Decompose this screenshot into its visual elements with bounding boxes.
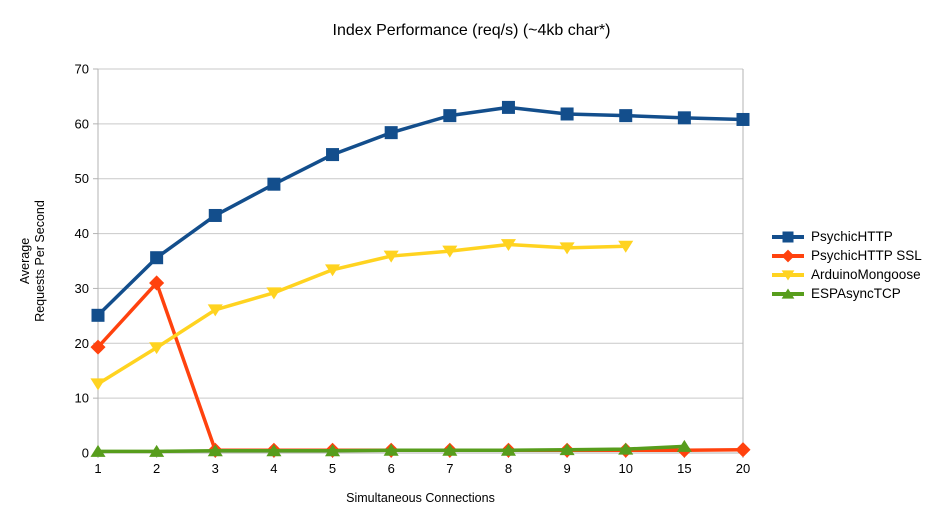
legend-key-espasynctcp bbox=[772, 288, 804, 299]
legend-label-psychichttp-ssl: PsychicHTTP SSL bbox=[811, 248, 922, 263]
series-marker-psychichttp bbox=[619, 109, 633, 123]
series-marker-arduinomongoose bbox=[207, 304, 223, 317]
series-marker-arduinomongoose bbox=[500, 239, 516, 252]
series-marker-arduinomongoose bbox=[383, 250, 399, 263]
series-marker-psychichttp bbox=[326, 148, 340, 162]
series-marker-psychichttp bbox=[560, 107, 574, 121]
legend-marker-espasynctcp bbox=[781, 288, 795, 299]
series-marker-arduinomongoose bbox=[442, 245, 458, 258]
x-tick-label-7: 7 bbox=[446, 461, 453, 476]
series-marker-arduinomongoose bbox=[618, 240, 634, 253]
legend: PsychicHTTP PsychicHTTP SSL ArduinoMongoos… bbox=[771, 227, 922, 303]
series-marker-psychichttp bbox=[501, 100, 515, 114]
x-tick-label-20: 20 bbox=[736, 461, 750, 476]
x-tick-label-9: 9 bbox=[563, 461, 570, 476]
legend-label-psychichttp: PsychicHTTP bbox=[811, 229, 893, 244]
series-marker-psychichttp bbox=[91, 308, 105, 322]
x-tick-label-15: 15 bbox=[677, 461, 691, 476]
series-marker-psychichttp bbox=[443, 109, 457, 123]
x-tick-label-10: 10 bbox=[618, 461, 632, 476]
legend-item-psychichttp: PsychicHTTP bbox=[771, 227, 922, 246]
y-tick-label-20: 20 bbox=[75, 336, 89, 351]
series-marker-psychichttp-ssl bbox=[735, 442, 751, 458]
x-tick-label-6: 6 bbox=[388, 461, 395, 476]
series-line-psychichttp-ssl bbox=[96, 281, 745, 453]
x-tick-label-1: 1 bbox=[94, 461, 101, 476]
chart-title: Index Performance (req/s) (~4kb char*) bbox=[332, 22, 611, 39]
y-tick-label-70: 70 bbox=[75, 62, 89, 77]
series-marker-espasynctcp bbox=[676, 439, 692, 452]
legend-key-psychichttp-ssl bbox=[772, 249, 804, 262]
series-marker-psychichttp bbox=[677, 111, 691, 125]
legend-marker-arduinomongoose bbox=[781, 269, 795, 280]
series-marker-espasynctcp bbox=[149, 444, 165, 457]
legend-label-arduinomongoose: ArduinoMongoose bbox=[811, 267, 921, 282]
series-marker-arduinomongoose bbox=[325, 264, 341, 277]
series-marker-arduinomongoose bbox=[149, 342, 165, 355]
y-tick-label-30: 30 bbox=[75, 281, 89, 296]
series-marker-psychichttp-ssl bbox=[90, 339, 106, 355]
x-tick-label-5: 5 bbox=[329, 461, 336, 476]
legend-item-espasynctcp: ESPAsyncTCP bbox=[771, 284, 922, 303]
series-marker-arduinomongoose bbox=[90, 378, 106, 391]
series-line-arduinomongoose bbox=[96, 242, 628, 386]
x-tick-label-4: 4 bbox=[270, 461, 277, 476]
legend-marker-psychichttp bbox=[782, 231, 794, 242]
legend-item-arduinomongoose: ArduinoMongoose bbox=[771, 265, 922, 284]
series-marker-psychichttp bbox=[384, 126, 398, 140]
series-marker-psychichttp bbox=[208, 208, 222, 222]
series-marker-espasynctcp bbox=[559, 443, 575, 456]
series-marker-espasynctcp bbox=[266, 444, 282, 457]
legend-item-psychichttp-ssl: PsychicHTTP SSL bbox=[771, 246, 922, 265]
series-marker-psychichttp-ssl bbox=[149, 275, 165, 291]
series-marker-espasynctcp bbox=[383, 443, 399, 456]
legend-key-psychichttp bbox=[772, 231, 804, 242]
y-tick-label-60: 60 bbox=[75, 116, 89, 131]
y-tick-label-50: 50 bbox=[75, 171, 89, 186]
series-line-psychichttp bbox=[96, 105, 745, 318]
series-marker-espasynctcp bbox=[325, 444, 341, 457]
legend-marker-psychichttp-ssl bbox=[781, 249, 795, 262]
x-tick-label-2: 2 bbox=[153, 461, 160, 476]
y-tick-label-10: 10 bbox=[75, 391, 89, 406]
series-marker-psychichttp bbox=[150, 251, 164, 265]
y-tick-label-0: 0 bbox=[82, 446, 89, 461]
y-tick-label-40: 40 bbox=[75, 226, 89, 241]
x-tick-label-3: 3 bbox=[212, 461, 219, 476]
series-marker-espasynctcp bbox=[442, 443, 458, 456]
series-marker-espasynctcp bbox=[618, 442, 634, 455]
series-marker-psychichttp bbox=[736, 112, 750, 126]
legend-key-arduinomongoose bbox=[772, 269, 804, 280]
series-marker-arduinomongoose bbox=[266, 287, 282, 300]
x-tick-label-8: 8 bbox=[505, 461, 512, 476]
x-axis-title: Simultaneous Connections bbox=[346, 491, 495, 505]
series-marker-psychichttp bbox=[267, 177, 281, 191]
series-marker-arduinomongoose bbox=[559, 242, 575, 255]
series-marker-espasynctcp bbox=[90, 444, 106, 457]
series-marker-espasynctcp bbox=[207, 444, 223, 457]
legend-label-espasynctcp: ESPAsyncTCP bbox=[811, 286, 901, 301]
series-marker-espasynctcp bbox=[500, 443, 516, 456]
